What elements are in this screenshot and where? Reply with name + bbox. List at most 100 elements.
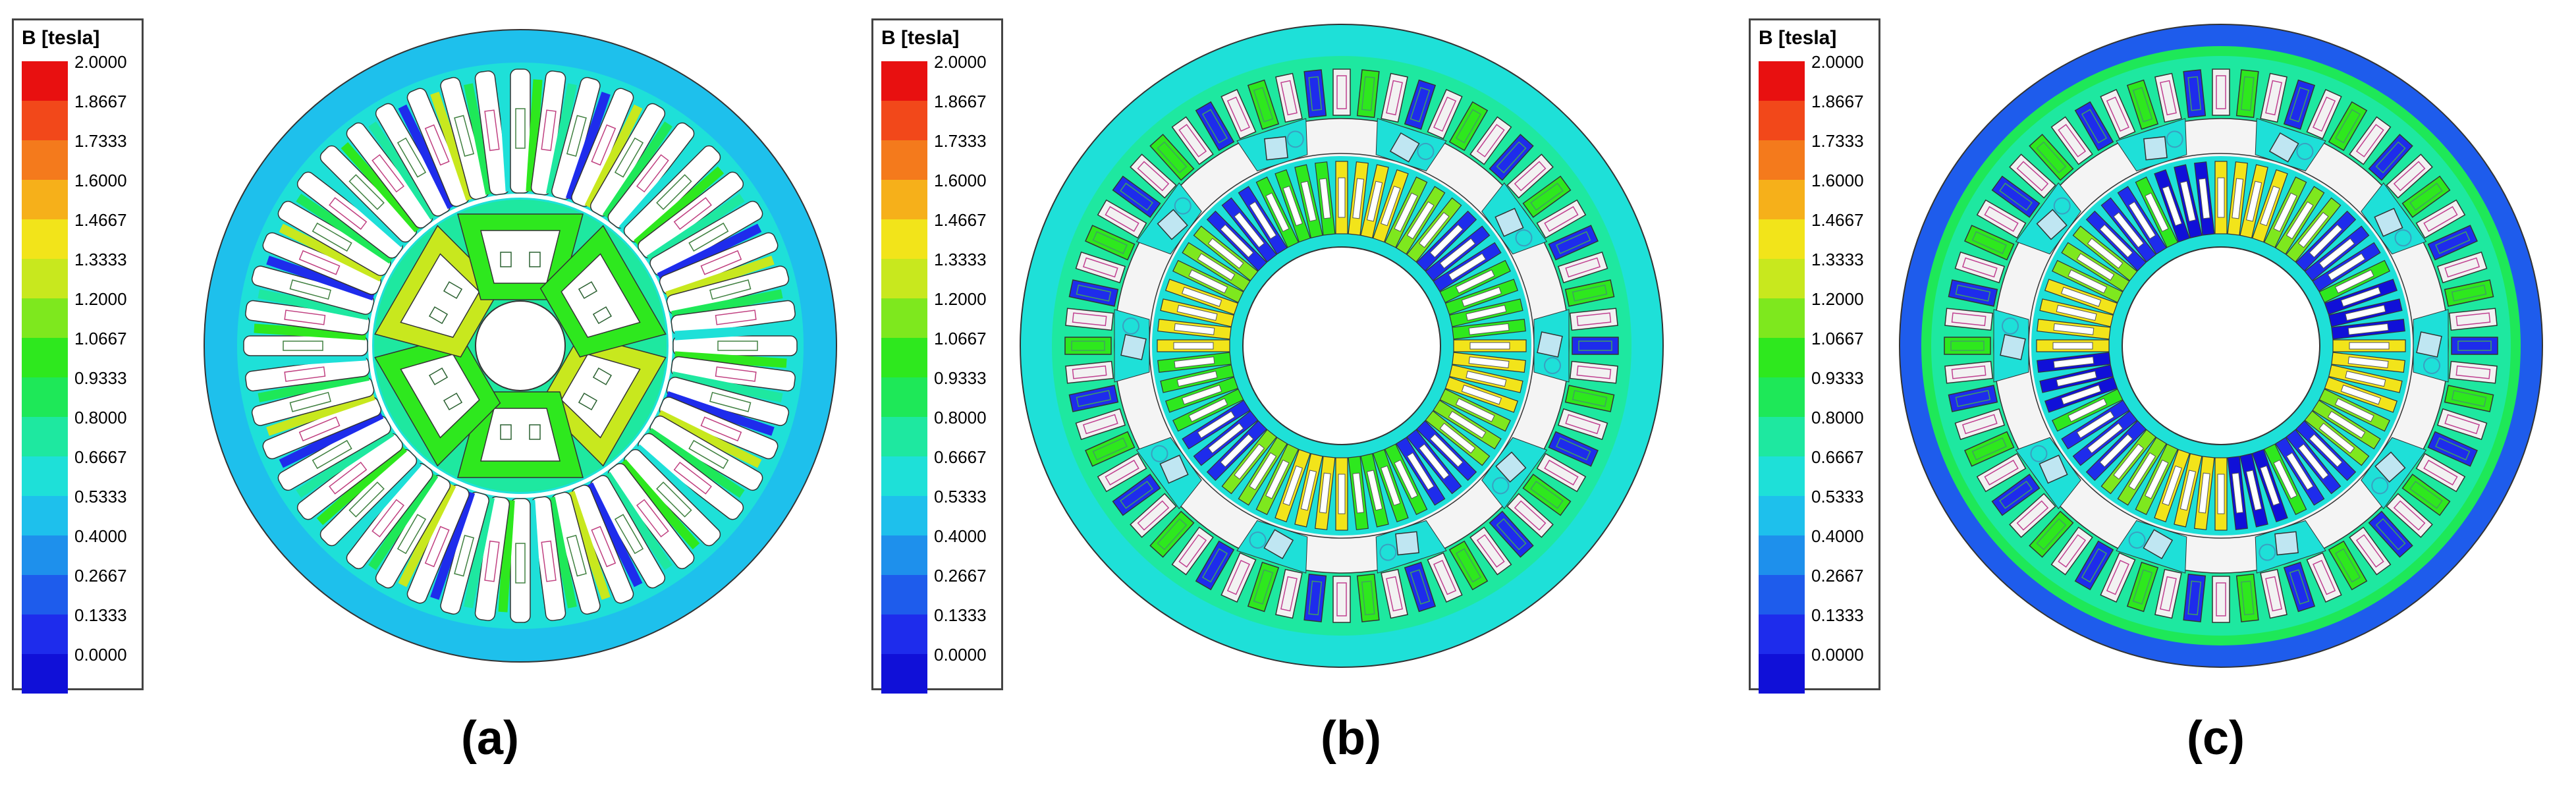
inner-stator-tooth [2295, 420, 2357, 481]
outer-stator-slot [1991, 175, 2041, 218]
stator-tooth [584, 482, 643, 588]
colorbar-legend: B [tesla] 2.0000 1.8667 1.7333 1.6000 1.4667… [12, 18, 144, 694]
legend-swatch [22, 219, 68, 259]
inner-stator-tooth [1395, 186, 1446, 255]
legend-swatch [1759, 496, 1805, 535]
inner-stator-tooth [1449, 298, 1523, 327]
legend-tick-label: 0.9333 [74, 368, 127, 388]
outer-stator-slot [1068, 279, 1119, 307]
outer-stator-slot [1954, 408, 2006, 441]
outer-boundary [204, 29, 837, 663]
outer-stator-slot [2306, 552, 2342, 603]
inner-stator-tooth [2100, 429, 2156, 495]
legend-tick-label: 2.0000 [74, 52, 127, 72]
inner-stator-tooth [1452, 352, 1526, 373]
legend-swatch [22, 61, 68, 101]
legend-swatch [1759, 298, 1805, 338]
inner-stator-tooth [1255, 177, 1300, 248]
inner-stator-tooth [2318, 388, 2390, 432]
legend-swatch [881, 535, 927, 575]
legend-swatch [1759, 456, 1805, 496]
legend-swatch [1759, 654, 1805, 694]
outer-stator-slot [1469, 116, 1512, 165]
stator-coil [348, 481, 385, 518]
legend-tick-label: 0.6667 [74, 447, 127, 467]
legend-swatch [22, 496, 68, 535]
legend-swatch [1759, 259, 1805, 298]
legend-tick-label: 1.6000 [1811, 171, 1864, 190]
inner-stator-tooth [2263, 443, 2307, 515]
stator-coil [397, 514, 427, 555]
inner-stator-tooth [1360, 164, 1389, 238]
stator-tooth [266, 256, 375, 301]
stator-coil [515, 543, 526, 584]
inner-stator-tooth [2331, 319, 2405, 340]
outer-stator-slot [1171, 526, 1214, 576]
stator-tooth [602, 121, 672, 220]
inner-stator-tooth [1415, 420, 1477, 481]
legend-tick-label: 1.3333 [1811, 250, 1864, 269]
rotor-segment [2015, 437, 2081, 510]
stator-coil [656, 174, 692, 210]
legend-swatch [1759, 219, 1805, 259]
outer-stator-slot [1381, 568, 1408, 619]
outer-stator-slot [1557, 408, 1608, 441]
inner-stator-tooth [2052, 388, 2124, 432]
stator-tooth [657, 223, 762, 282]
inner-stator-tooth [1433, 399, 1502, 450]
panel-label-b: (b) [1321, 712, 1381, 765]
legend-swatch [22, 654, 68, 694]
legend-tick-label: 0.9333 [934, 368, 987, 388]
outer-stator-slot [2306, 89, 2342, 140]
stator-coil [700, 416, 742, 442]
inner-stator-tooth [1449, 364, 1523, 393]
outer-stator-slot [1356, 573, 1380, 622]
stator-coil [454, 115, 475, 157]
inner-stator-tooth [1348, 456, 1369, 530]
legend-tick-label: 0.9333 [1811, 368, 1864, 388]
inner-stator-tooth [2194, 161, 2215, 236]
outer-stator-slot [2260, 72, 2288, 123]
outer-stator-slot [2436, 408, 2488, 441]
inner-stator-tooth [2154, 449, 2191, 523]
inner-stator-tooth [2039, 298, 2114, 327]
outer-stator-slot [1332, 68, 1351, 116]
outer-stator-slot [1275, 72, 1303, 123]
outer-stator-slot [1404, 79, 1437, 130]
outer-stator-slot [2427, 431, 2478, 467]
outer-stator-slot [1220, 552, 1257, 603]
stator-coil [348, 174, 385, 210]
rotor-segment [1993, 309, 2029, 383]
inner-stator-tooth [2100, 197, 2156, 263]
legend-tick-label: 1.4667 [74, 210, 127, 230]
rotor-segment [2361, 182, 2427, 255]
outer-stator-slot [1964, 225, 2015, 261]
stator-tooth [618, 459, 700, 550]
inner-stator-tooth [1193, 410, 1259, 466]
legend-tick-label: 0.0000 [1811, 645, 1864, 665]
legend-tick-label: 0.6667 [1811, 447, 1864, 467]
panel-c: B [tesla] 2.0000 1.8667 1.7333 1.6000 1.4667… [1719, 0, 2575, 793]
legend-swatch [22, 535, 68, 575]
inner-stator-tooth [2037, 319, 2111, 340]
inner-stator-tooth [1335, 161, 1348, 234]
outer-stator-slot [1572, 337, 1619, 355]
inner-stator-tooth [1360, 453, 1389, 528]
legend-tick-label: 1.3333 [934, 250, 987, 269]
stator-coil [541, 540, 557, 582]
shaft-bore [475, 300, 566, 391]
stator-coil [371, 154, 404, 193]
outer-stator-slot [1381, 72, 1408, 123]
outer-stator-slot [1448, 540, 1489, 591]
outer-stator-slot [1948, 279, 1998, 307]
legend-tick-label: 0.4000 [934, 526, 987, 546]
panel-label-c: (c) [2187, 712, 2245, 765]
stator-tooth [279, 410, 384, 468]
inner-stator-tooth [2194, 456, 2215, 530]
inner-stator-tooth [2154, 169, 2191, 243]
stator-coil [709, 279, 752, 300]
legend-tick-label: 1.2000 [934, 289, 987, 309]
legend-swatch [22, 298, 68, 338]
stator-coil [688, 222, 729, 252]
outer-stator-slot [2401, 175, 2451, 218]
